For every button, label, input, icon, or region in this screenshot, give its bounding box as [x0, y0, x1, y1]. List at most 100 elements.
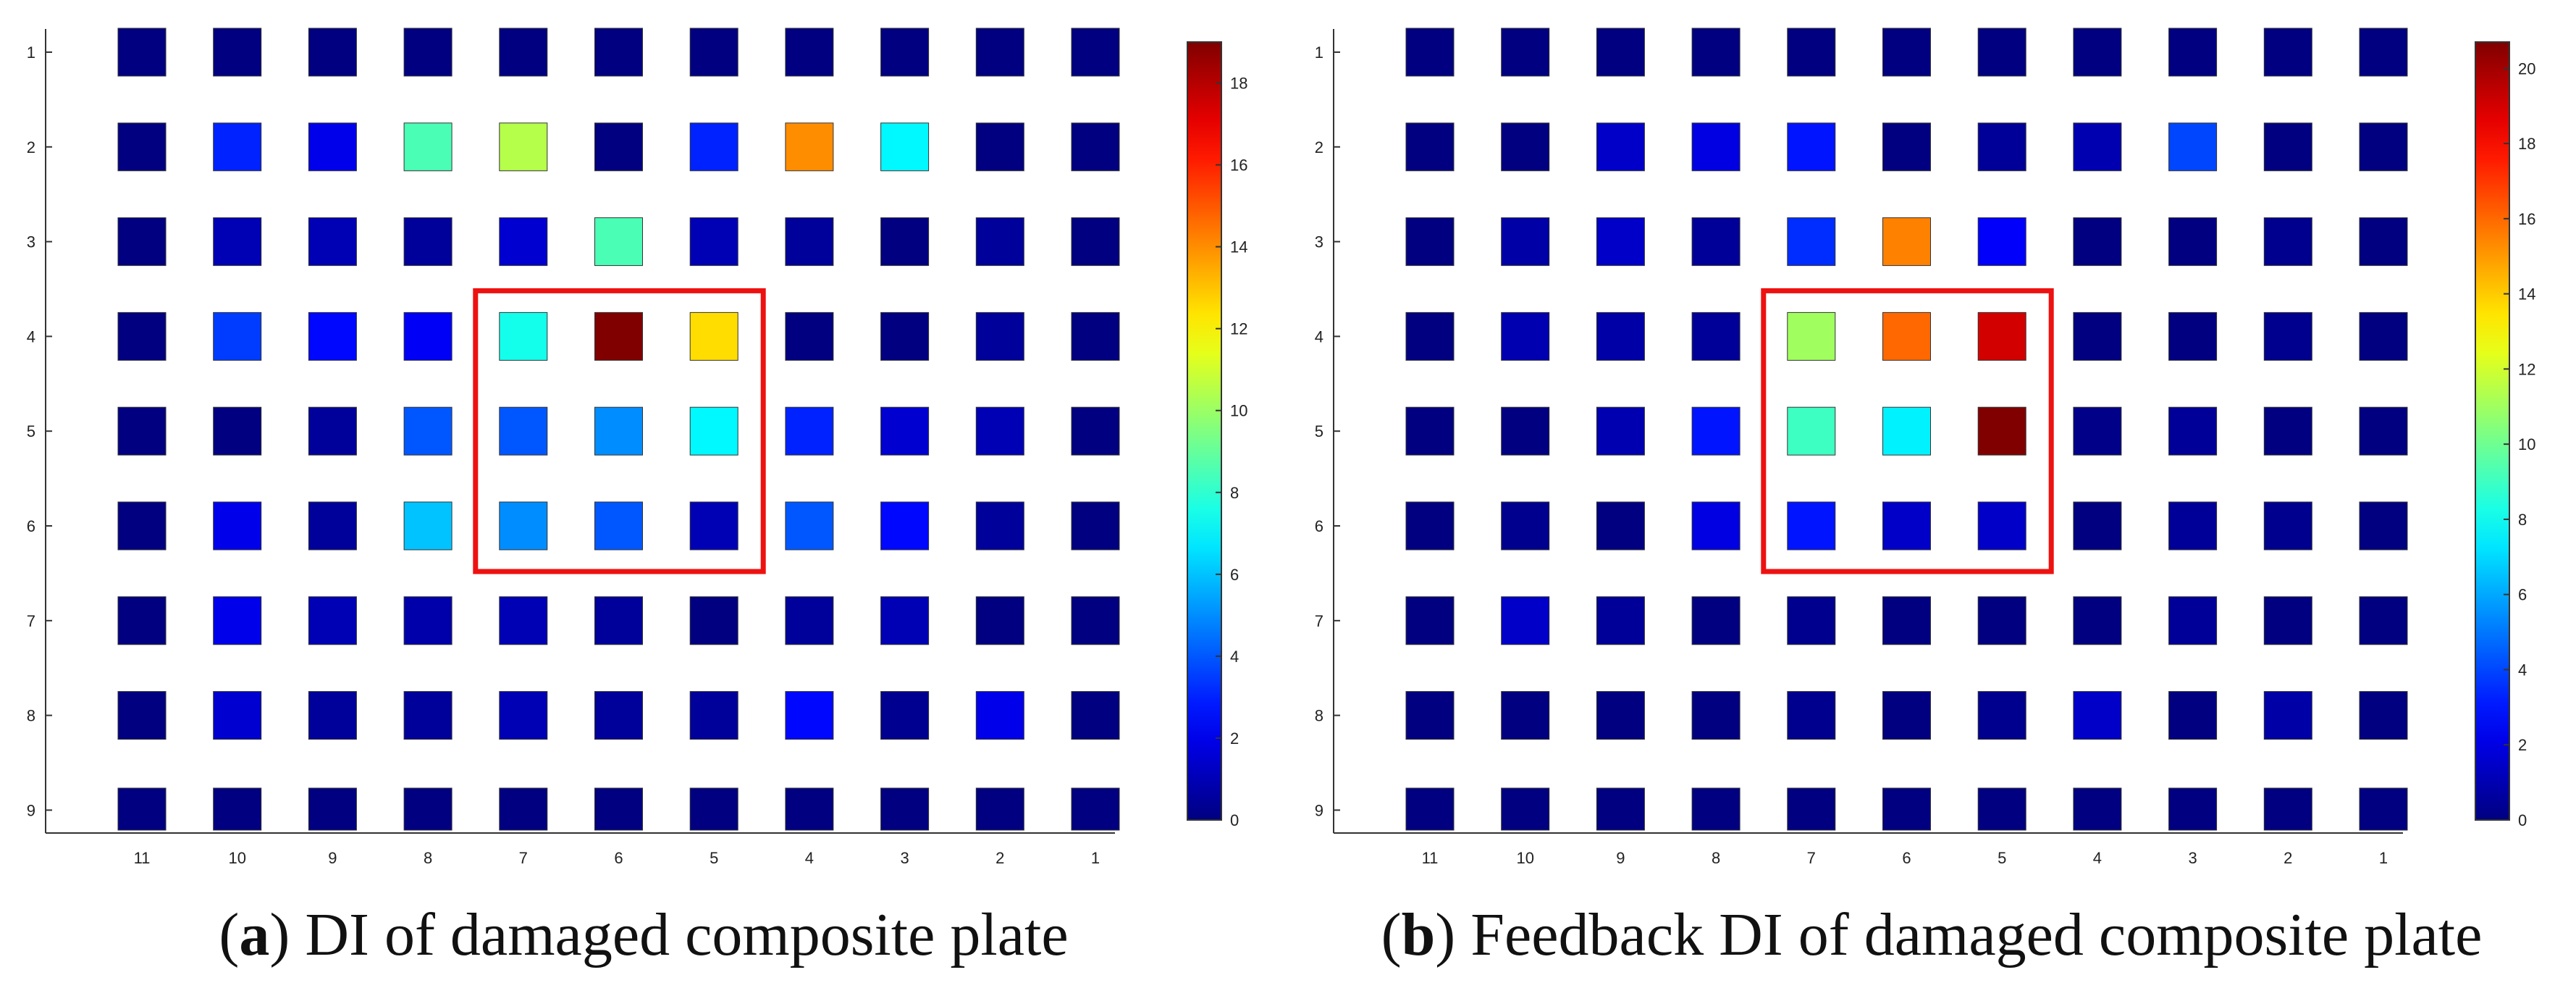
heatmap-cell-r7-c4: [403, 596, 453, 645]
heatmap-cell-r2-c9: [880, 122, 930, 172]
heatmap-cell-r7-c6: [594, 596, 643, 645]
heatmap-cell-r2-c8: [2073, 122, 2122, 172]
colorbar-tick-label: 2: [2518, 736, 2527, 754]
heatmap-cell-r6-c8: [785, 501, 834, 551]
heatmap-cell-r7-c9: [2168, 596, 2218, 645]
heatmap-cell-r7-c1: [117, 596, 167, 645]
heatmap-cell-r7-c11: [2359, 596, 2408, 645]
colorbar-tick-label: 8: [2518, 511, 2527, 529]
heatmap-cell-r8-c1: [1405, 691, 1455, 740]
heatmap-cell-r7-c2: [1501, 596, 1550, 645]
heatmap-cell-r2-c6: [594, 122, 643, 172]
heatmap-cell-r8-c8: [2073, 691, 2122, 740]
y-tick-label: 5: [27, 422, 35, 440]
heatmap-cell-r1-c3: [1596, 28, 1645, 77]
heatmap-cell-r9-c8: [785, 787, 834, 831]
heatmap-cell-r9-c4: [1691, 787, 1741, 831]
heatmap-cell-r1-c7: [1977, 28, 2026, 77]
heatmap-cell-r2-c10: [975, 122, 1024, 172]
heatmap-cell-r8-c2: [1501, 691, 1550, 740]
heatmap-cell-r4-c7: [1977, 311, 2026, 361]
x-tick-label: 10: [228, 849, 245, 867]
y-tick-label: 8: [27, 707, 35, 725]
figure-caption: (a) DI of damaged composite plate: [219, 901, 1068, 968]
heatmap-cell-r3-c8: [785, 217, 834, 267]
heatmap-cell-r1-c2: [1501, 28, 1550, 77]
heatmap-cell-r5-c5: [1787, 406, 1836, 456]
heatmap-cell-r1-c10: [975, 28, 1024, 77]
heatmap-cell-r7-c8: [785, 596, 834, 645]
heatmap-cell-r1-c2: [213, 28, 262, 77]
y-tick-label: 4: [1315, 327, 1323, 346]
heatmap-cell-r8-c5: [1787, 691, 1836, 740]
heatmap-cell-r6-c8: [2073, 501, 2122, 551]
heatmap-cell-r3-c7: [689, 217, 738, 267]
heatmap-cell-r9-c7: [1977, 787, 2026, 831]
heatmap-cell-r1-c3: [308, 28, 357, 77]
heatmap-cell-r3-c2: [213, 217, 262, 267]
colorbar-tick-label: 6: [2518, 586, 2527, 604]
x-tick-label: 1: [1091, 849, 1100, 867]
x-tick-label: 8: [1712, 849, 1720, 867]
heatmap-cell-r3-c9: [2168, 217, 2218, 267]
heatmap-cell-r1-c5: [499, 28, 548, 77]
heatmap-cell-r5-c2: [1501, 406, 1550, 456]
y-tick-label: 1: [1315, 43, 1323, 62]
heatmap-cell-r8-c9: [880, 691, 930, 740]
heatmap-cell-r4-c11: [2359, 311, 2408, 361]
heatmap-cell-r2-c6: [1882, 122, 1931, 172]
heatmap-cell-r8-c6: [1882, 691, 1931, 740]
heatmap-cell-r8-c3: [308, 691, 357, 740]
heatmap-cell-r3-c11: [1071, 217, 1120, 267]
heatmap-cell-r7-c3: [308, 596, 357, 645]
heatmap-cell-r5-c6: [594, 406, 643, 456]
heatmap-cell-r8-c8: [785, 691, 834, 740]
heatmap-cell-r8-c10: [975, 691, 1024, 740]
figure-caption: (b) Feedback DI of damaged composite pla…: [1381, 901, 2483, 968]
heatmap-cell-r6-c5: [1787, 501, 1836, 551]
heatmap-cell-r8-c1: [117, 691, 167, 740]
heatmap-cell-r7-c7: [689, 596, 738, 645]
heatmap-cell-r6-c6: [1882, 501, 1931, 551]
heatmap-cell-r6-c4: [1691, 501, 1741, 551]
y-tick-label: 6: [27, 517, 35, 535]
heatmap-cell-r9-c6: [1882, 787, 1931, 831]
heatmap-cell-r6-c5: [499, 501, 548, 551]
heatmap-cell-r4-c11: [1071, 311, 1120, 361]
x-tick-label: 1: [2379, 849, 2388, 867]
heatmap-cell-r9-c9: [2168, 787, 2218, 831]
heatmap-cell-r1-c11: [1071, 28, 1120, 77]
heatmap-cell-r5-c6: [1882, 406, 1931, 456]
heatmap-cell-r3-c5: [499, 217, 548, 267]
x-tick-label: 7: [1807, 849, 1816, 867]
x-tick-label: 7: [519, 849, 528, 867]
colorbar-tick-label: 18: [1230, 75, 1247, 93]
heatmap-cell-r1-c1: [117, 28, 167, 77]
heatmap-cell-r6-c2: [213, 501, 262, 551]
heatmap-cell-r8-c3: [1596, 691, 1645, 740]
heatmap-cell-r9-c3: [1596, 787, 1645, 831]
x-tick-label: 5: [1998, 849, 2006, 867]
heatmap-cell-r9-c1: [117, 787, 167, 831]
heatmap-cell-r9-c1: [1405, 787, 1455, 831]
colorbar-tick-label: 4: [2518, 661, 2527, 679]
heatmap-cell-r2-c3: [1596, 122, 1645, 172]
heatmap-cell-r8-c2: [213, 691, 262, 740]
caption-open-paren: (: [1381, 901, 1402, 968]
heatmap-cell-r4-c9: [2168, 311, 2218, 361]
heatmap-cell-r8-c7: [1977, 691, 2026, 740]
heatmap-cell-r9-c7: [689, 787, 738, 831]
x-tick-label: 4: [805, 849, 814, 867]
colorbar-tick-label: 10: [2518, 435, 2535, 453]
heatmap-cell-r4-c3: [1596, 311, 1645, 361]
heatmap-cell-r5-c1: [117, 406, 167, 456]
colorbar: [2475, 41, 2510, 821]
y-tick-label: 6: [1315, 517, 1323, 535]
y-tick-label: 4: [27, 327, 35, 346]
heatmap-cell-r5-c3: [308, 406, 357, 456]
heatmap-cell-r3-c9: [880, 217, 930, 267]
heatmap-cell-r3-c5: [1787, 217, 1836, 267]
heatmap-cell-r1-c6: [594, 28, 643, 77]
heatmap-cell-r4-c6: [1882, 311, 1931, 361]
